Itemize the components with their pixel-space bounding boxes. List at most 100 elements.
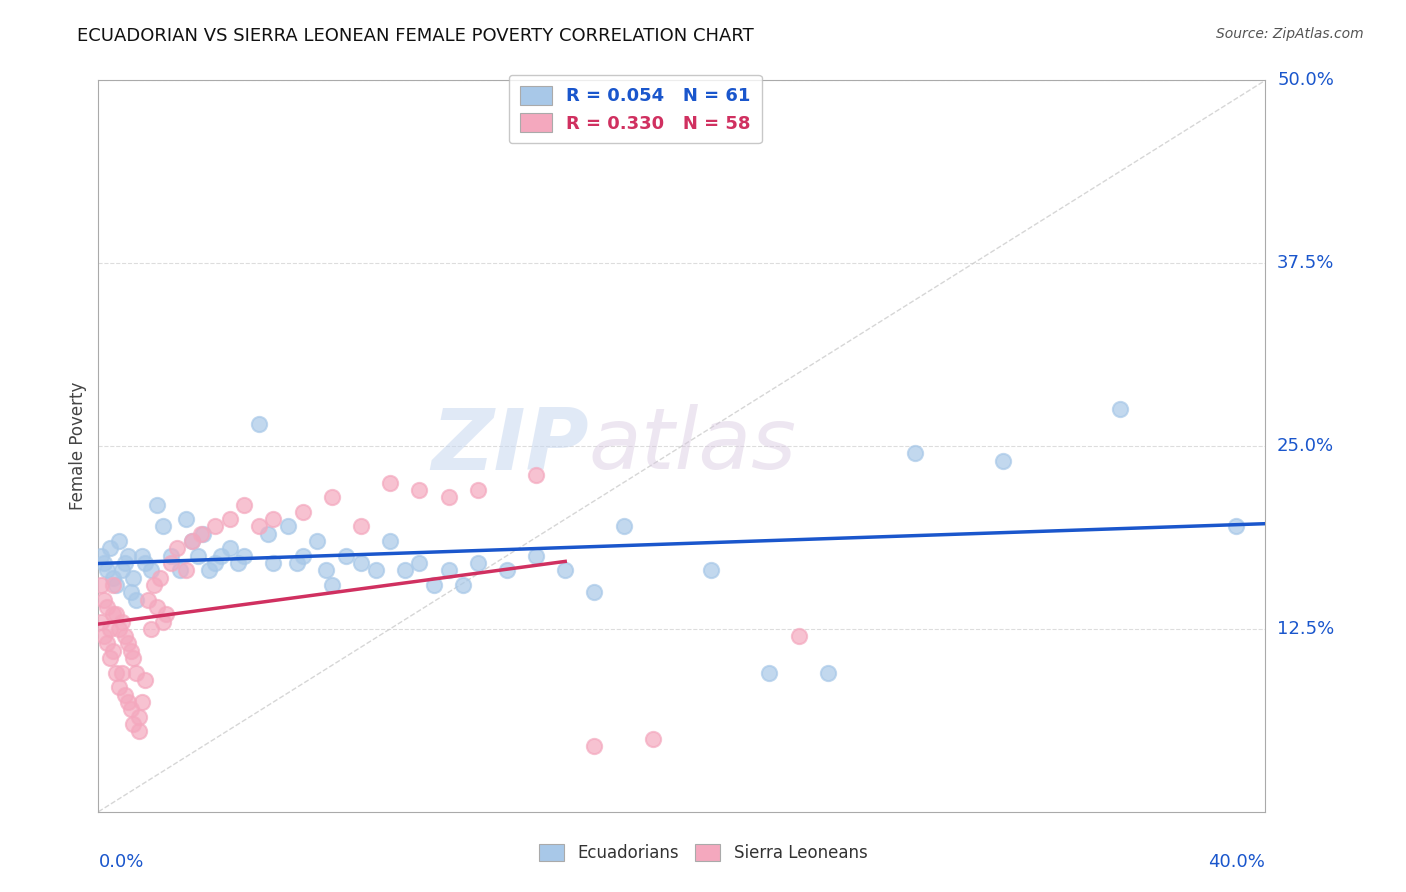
Point [139,622,162,636]
Point [218,512,240,526]
Point [120,644,142,658]
Point [262,556,284,570]
Point [108,622,131,636]
Point [98,622,121,636]
Point [524,549,547,563]
Point [247,519,270,533]
Point [155,607,177,622]
Point [256,526,278,541]
Point [128,709,150,723]
Point [96,599,118,614]
Point [583,585,606,599]
Point [98,651,121,665]
Point [125,592,148,607]
Point [180,534,202,549]
Point [90,549,112,563]
Text: atlas: atlas [589,404,797,488]
Point [108,681,131,695]
Text: Source: ZipAtlas.com: Source: ZipAtlas.com [1216,27,1364,41]
Point [408,483,430,497]
Point [350,556,373,570]
Point [152,519,174,533]
Point [114,688,136,702]
Text: 12.5%: 12.5% [1277,620,1334,638]
Text: 50.0%: 50.0% [1277,71,1334,89]
Point [98,541,121,556]
Point [315,563,337,577]
Text: ZIP: ZIP [430,404,589,488]
Point [700,563,723,577]
Point [380,475,402,490]
Point [108,534,131,549]
Point [817,665,839,680]
Point [350,519,373,533]
Point [131,695,153,709]
Point [228,556,250,570]
Point [277,519,299,533]
Text: 37.5%: 37.5% [1277,254,1334,272]
Point [198,563,221,577]
Point [174,563,197,577]
Legend: R = 0.054   N = 61, R = 0.330   N = 58: R = 0.054 N = 61, R = 0.330 N = 58 [509,75,762,144]
Point [174,512,197,526]
Point [111,615,134,629]
Point [307,534,329,549]
Point [233,498,256,512]
Point [291,505,314,519]
Point [641,731,664,746]
Point [134,556,156,570]
Point [122,651,145,665]
Point [554,563,576,577]
Point [146,599,169,614]
Point [437,563,460,577]
Point [152,615,174,629]
Point [787,629,810,643]
Point [451,578,474,592]
Point [101,571,124,585]
Point [96,563,118,577]
Point [204,519,226,533]
Point [104,578,127,592]
Point [122,571,145,585]
Point [120,702,142,716]
Point [90,578,112,592]
Point [437,490,460,504]
Point [204,556,226,570]
Point [93,629,115,643]
Point [101,607,124,622]
Point [111,563,134,577]
Point [394,563,416,577]
Point [139,563,162,577]
Point [187,549,209,563]
Point [160,556,183,570]
Point [364,563,387,577]
Point [233,549,256,563]
Point [114,556,136,570]
Point [408,556,430,570]
Point [1108,402,1130,417]
Point [128,724,150,739]
Point [321,578,343,592]
Point [169,563,191,577]
Point [93,556,115,570]
Point [209,549,232,563]
Point [335,549,357,563]
Point [125,665,148,680]
Point [117,695,139,709]
Point [134,673,156,687]
Point [160,549,183,563]
Text: 25.0%: 25.0% [1277,437,1334,455]
Point [423,578,446,592]
Point [180,534,202,549]
Point [991,453,1014,467]
Point [111,665,134,680]
Point [101,578,124,592]
Point [218,541,240,556]
Point [190,526,212,541]
Point [583,739,606,753]
Point [758,665,780,680]
Point [193,526,215,541]
Text: 40.0%: 40.0% [1209,853,1265,871]
Legend: Ecuadorians, Sierra Leoneans: Ecuadorians, Sierra Leoneans [530,836,876,871]
Text: 0.0%: 0.0% [98,853,143,871]
